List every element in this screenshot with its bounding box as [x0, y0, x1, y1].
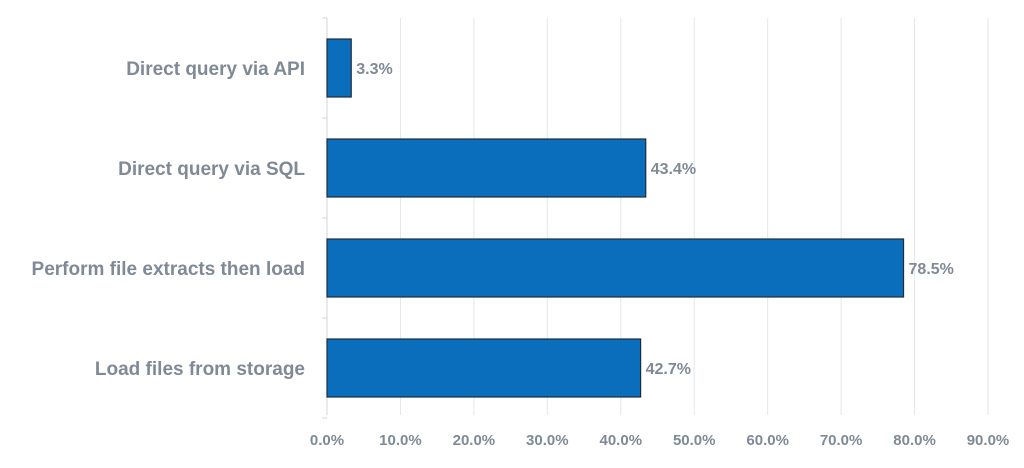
data-label: 3.3% — [356, 61, 392, 78]
category-label: Direct query via SQL — [118, 159, 305, 180]
x-tick-labels: 0.0% 10.0% 20.0% 30.0% 40.0% 50.0% 60.0% 70.0% 8… — [310, 432, 1009, 449]
x-tick-label: 50.0% — [673, 432, 716, 449]
x-tick-label: 10.0% — [379, 432, 422, 449]
x-tick-label: 0.0% — [310, 432, 344, 449]
bar — [326, 138, 647, 198]
x-tick-label: 40.0% — [600, 432, 643, 449]
category-label: Perform file extracts then load — [32, 259, 305, 280]
data-label: 42.7% — [646, 361, 691, 378]
x-tick-label: 60.0% — [746, 432, 789, 449]
x-tick-label: 90.0% — [967, 432, 1010, 449]
x-tick-label: 30.0% — [526, 432, 569, 449]
data-labels: 3.3% 43.4% 78.5% 42.7% — [356, 61, 954, 378]
data-label: 78.5% — [909, 261, 954, 278]
category-label: Load files from storage — [95, 359, 305, 380]
x-tick-label: 80.0% — [893, 432, 936, 449]
bar — [326, 38, 352, 98]
x-tick-label: 20.0% — [453, 432, 496, 449]
category-labels: Direct query via API Direct query via SQL… — [32, 59, 306, 380]
bars-group — [326, 38, 905, 398]
category-label: Direct query via API — [126, 59, 305, 80]
data-label: 43.4% — [651, 161, 696, 178]
x-tick-label: 70.0% — [820, 432, 863, 449]
bar — [326, 238, 905, 298]
bar — [326, 338, 642, 398]
